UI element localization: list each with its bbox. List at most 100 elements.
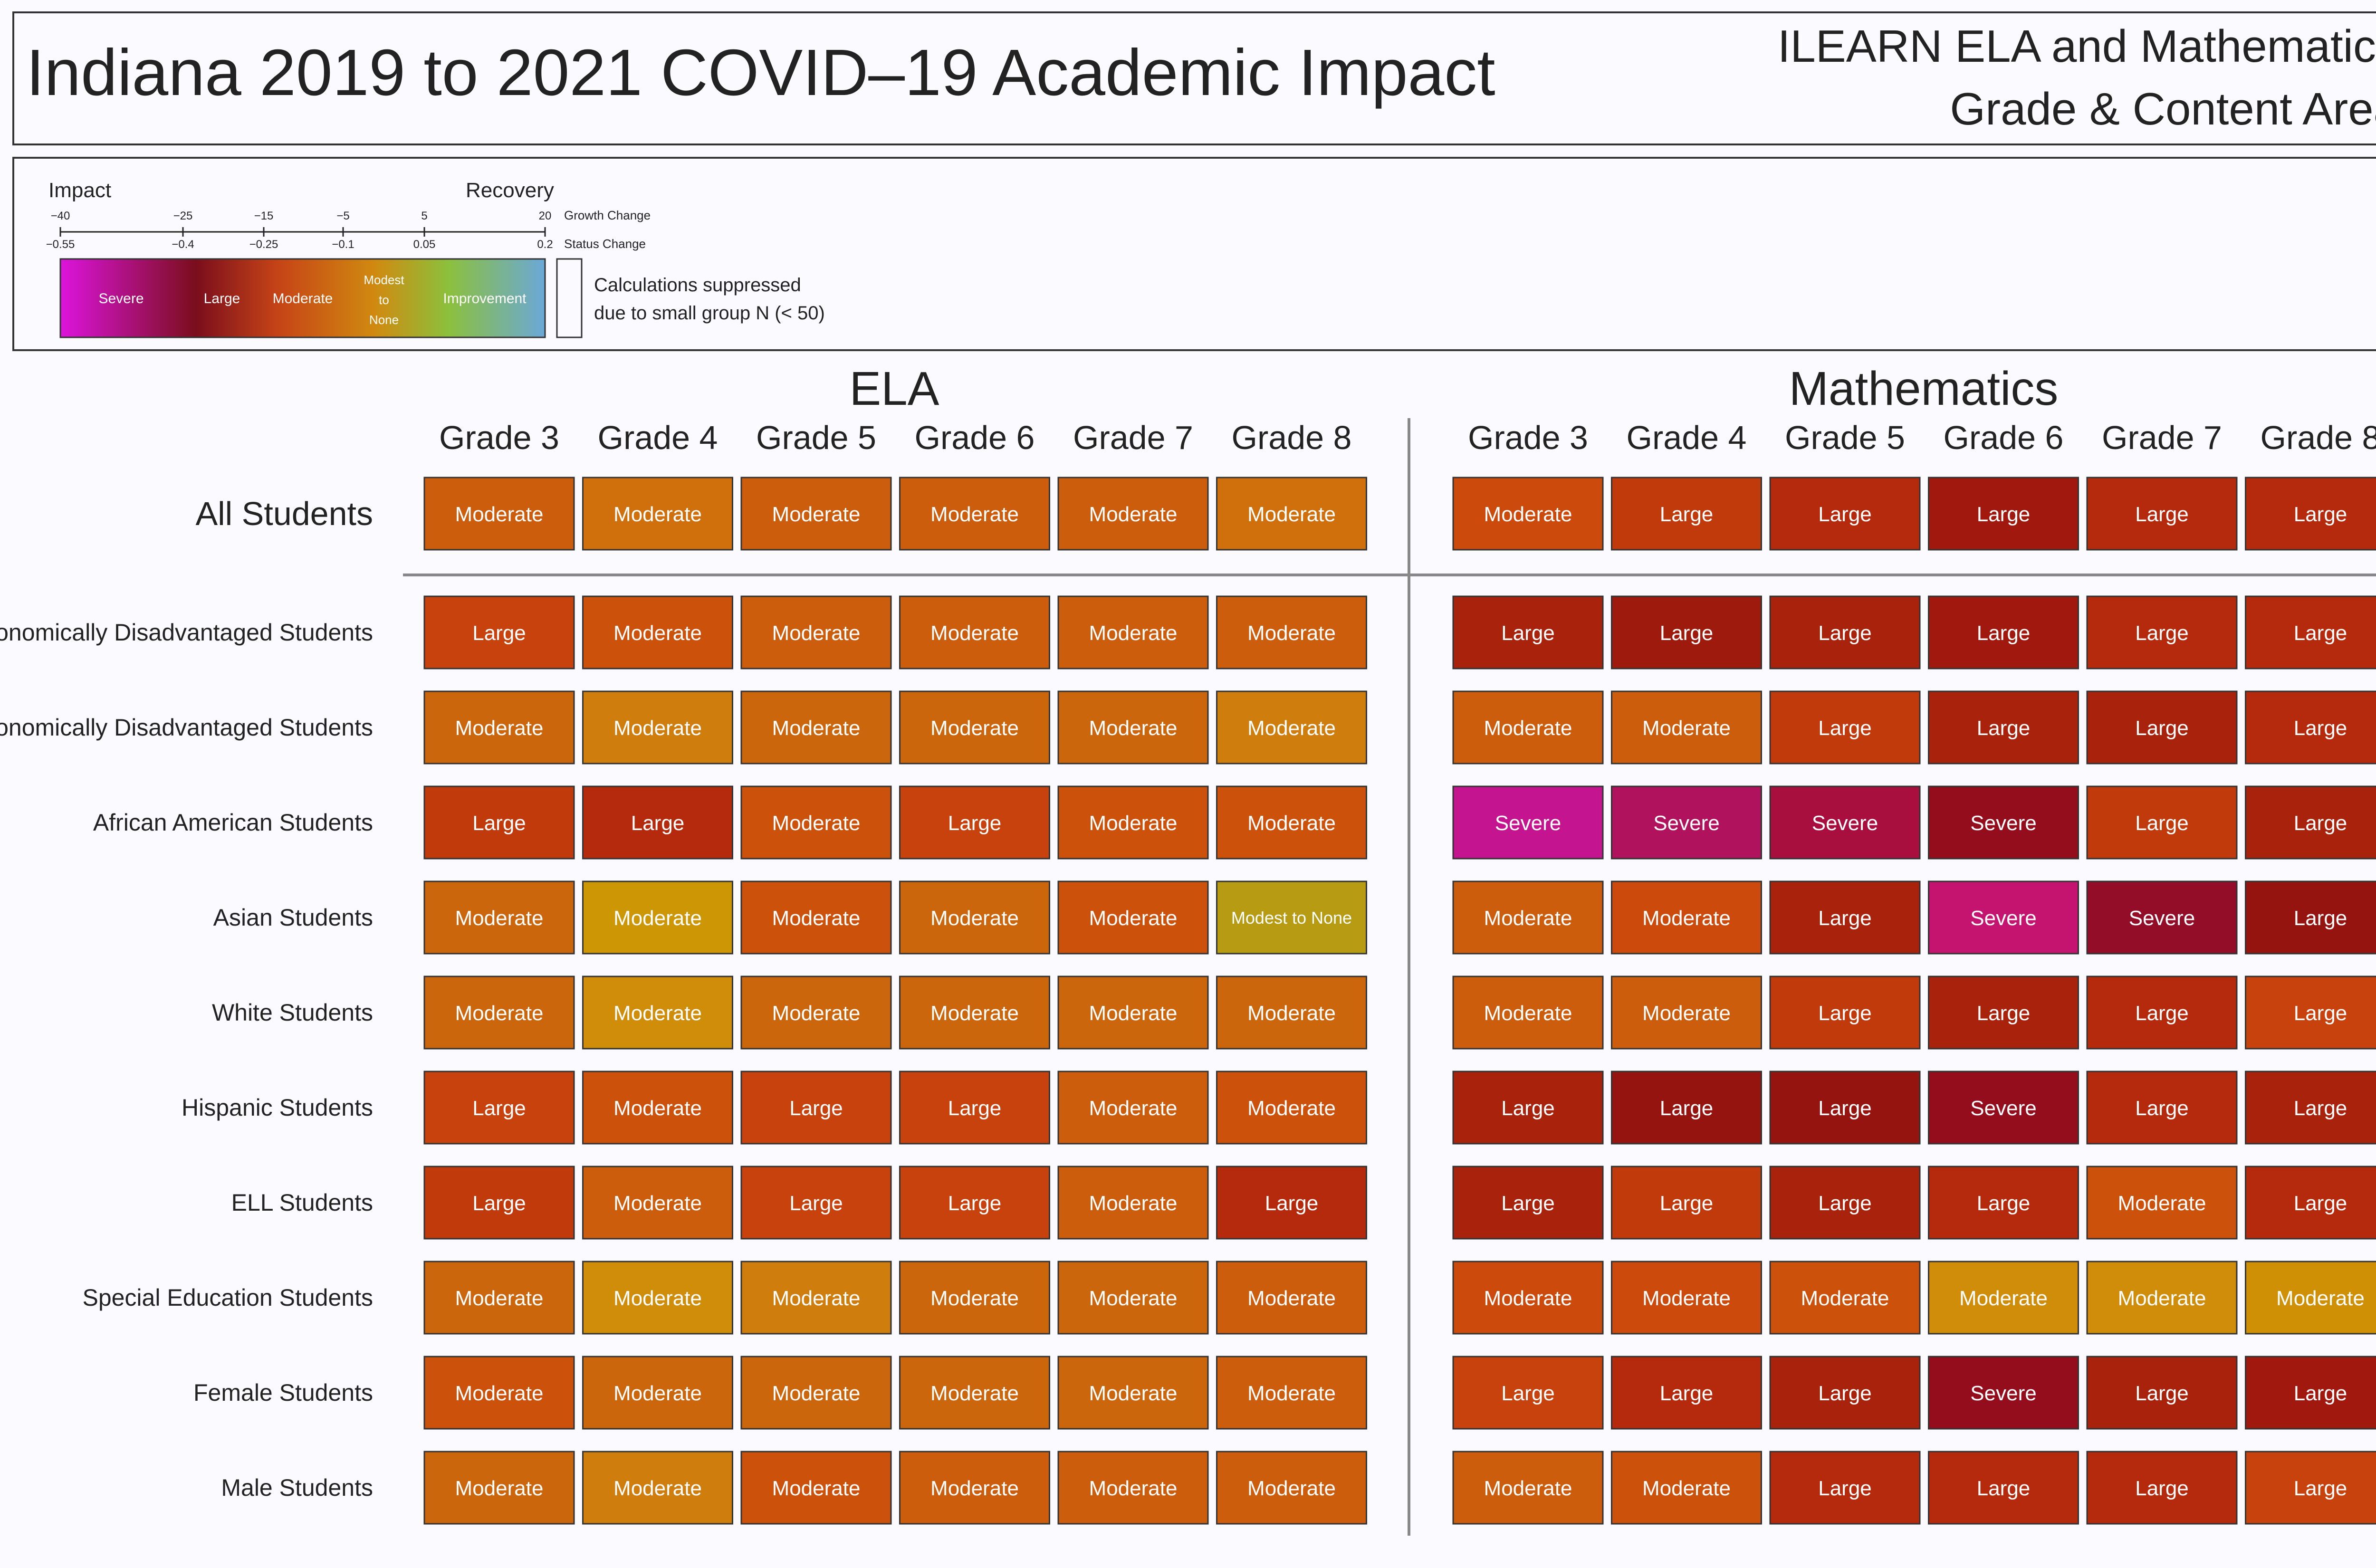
heatmap-cell-label: Moderate xyxy=(930,1287,1019,1310)
heatmap-cell-label: Moderate xyxy=(1089,1382,1178,1405)
heatmap-cell-label: Moderate xyxy=(1959,1287,2048,1310)
heatmap-cell xyxy=(1216,1166,1367,1240)
heatmap-cell xyxy=(582,1166,733,1240)
heatmap-cell xyxy=(1611,975,1762,1050)
heatmap-cell xyxy=(2086,1451,2238,1525)
heatmap-cell-label: Moderate xyxy=(772,1477,861,1500)
heatmap-cell xyxy=(1216,477,1367,551)
heatmap-cell xyxy=(1611,1451,1762,1525)
heatmap-cell-label: Moderate xyxy=(613,1382,702,1405)
row-label: Male Students xyxy=(221,1474,373,1501)
heatmap-cell xyxy=(2245,1261,2376,1335)
heatmap-cell xyxy=(1928,1261,2079,1335)
heatmap-cell-label: Moderate xyxy=(772,907,861,930)
heatmap-cell xyxy=(582,975,733,1050)
legend-status-tick-label: −0.55 xyxy=(46,238,75,251)
heatmap-cell xyxy=(740,975,892,1050)
heatmap-cell-label: Severe xyxy=(2129,907,2195,930)
heatmap-cell xyxy=(1452,690,1604,765)
heatmap-cell-label: Moderate xyxy=(1484,1477,1572,1500)
heatmap-cell xyxy=(899,1166,1050,1240)
heatmap-cell xyxy=(1769,690,1921,765)
grade-header: Grade 6 xyxy=(915,419,1035,456)
heatmap-cell xyxy=(2245,785,2376,860)
heatmap-cell xyxy=(1057,1451,1209,1525)
heatmap-cell xyxy=(1452,1261,1604,1335)
heatmap-cell xyxy=(2245,1071,2376,1145)
heatmap-cell-label: Large xyxy=(1977,1477,2031,1500)
heatmap-cell-label: Moderate xyxy=(2276,1287,2365,1310)
heatmap-cell xyxy=(423,477,575,551)
heatmap-cell xyxy=(1452,785,1604,860)
row-label: Asian Students xyxy=(213,904,373,931)
heatmap-cell-label: Moderate xyxy=(1089,812,1178,835)
heatmap-cell xyxy=(423,1451,575,1525)
heatmap-cell xyxy=(2245,975,2376,1050)
heatmap-cell-label: Large xyxy=(2135,717,2189,740)
heatmap-cell-label: Moderate xyxy=(1089,1287,1178,1310)
heatmap-cell-label: Moderate xyxy=(1089,1002,1178,1025)
heatmap-cell-label: Severe xyxy=(1812,812,1878,835)
heatmap-cell xyxy=(2245,1451,2376,1525)
heatmap-cell xyxy=(1057,595,1209,669)
heatmap-cell-label: Moderate xyxy=(930,503,1019,526)
page-subtitle-line2: Grade & Content Area xyxy=(1950,84,2376,134)
heatmap-cell xyxy=(1452,880,1604,955)
heatmap-cell xyxy=(582,690,733,765)
heatmap-cell-label: Moderate xyxy=(1089,907,1178,930)
heatmap-cell xyxy=(2245,690,2376,765)
heatmap-cell xyxy=(1769,1451,1921,1525)
heatmap-cell-label: Large xyxy=(1501,1382,1555,1405)
heatmap-cell xyxy=(1057,1166,1209,1240)
heatmap-cell-label: Large xyxy=(472,621,526,645)
heatmap-cell-label: Moderate xyxy=(1484,907,1572,930)
heatmap-cell xyxy=(1216,1356,1367,1430)
heatmap-cell-label: Severe xyxy=(1495,812,1561,835)
heatmap-cell-label: Large xyxy=(1265,1192,1319,1215)
heatmap-cell-label: Severe xyxy=(1970,1097,2036,1120)
heatmap-cell-label: Large xyxy=(2135,503,2189,526)
heatmap-cell xyxy=(2245,1356,2376,1430)
heatmap-cell-label: Moderate xyxy=(930,1382,1019,1405)
heatmap-cell-label: Moderate xyxy=(455,1002,544,1025)
heatmap-cell-label: Large xyxy=(2294,907,2347,930)
heatmap-cell-label: Large xyxy=(1977,621,2031,645)
heatmap-cell-label: Moderate xyxy=(930,621,1019,645)
heatmap-cell xyxy=(899,477,1050,551)
legend-improvement-label: Improvement xyxy=(443,291,527,306)
heatmap-cell xyxy=(1928,1071,2079,1145)
heatmap-cell xyxy=(1452,1071,1604,1145)
heatmap-cell-label: Moderate xyxy=(1089,621,1178,645)
heatmap-cell-label: Moderate xyxy=(772,1002,861,1025)
heatmap-cell xyxy=(582,1451,733,1525)
heatmap-cell xyxy=(582,1071,733,1145)
grade-header: Grade 4 xyxy=(598,419,718,456)
heatmap-cell-label: Large xyxy=(2294,1192,2347,1215)
heatmap-cell-label: Moderate xyxy=(772,1287,861,1310)
heatmap-cell xyxy=(423,690,575,765)
heatmap-cell-label: Large xyxy=(1660,621,1714,645)
heatmap-cell xyxy=(740,690,892,765)
heatmap-cell xyxy=(1928,1356,2079,1430)
heatmap-cell-label: Severe xyxy=(1970,812,2036,835)
heatmap-cell-label: Moderate xyxy=(455,503,544,526)
heatmap-cell xyxy=(423,975,575,1050)
heatmap-cell-label: Moderate xyxy=(1089,717,1178,740)
legend-severe-label: Severe xyxy=(98,291,144,306)
row-label: ELL Students xyxy=(231,1189,373,1216)
heatmap-cell-label: Moderate xyxy=(930,717,1019,740)
heatmap-cell-label: Moderate xyxy=(772,717,861,740)
heatmap-cell xyxy=(1769,1356,1921,1430)
legend-growth-tick-label: −40 xyxy=(51,210,70,222)
heatmap-cell-label: Moderate xyxy=(1089,1097,1178,1120)
heatmap-cell-label: Moderate xyxy=(1247,1287,1336,1310)
heatmap-cell xyxy=(1216,595,1367,669)
heatmap-cell xyxy=(2086,1261,2238,1335)
heatmap-cell-label: Large xyxy=(2294,1097,2347,1120)
heatmap-cell-label: Large xyxy=(1977,503,2031,526)
legend-growth-tick-label: 20 xyxy=(539,210,552,222)
row-label: onomically Disadvantaged Students xyxy=(0,714,373,741)
heatmap-cell-label: Moderate xyxy=(455,1382,544,1405)
heatmap-cell-label: Large xyxy=(1818,717,1872,740)
heatmap-cell-label: Moderate xyxy=(613,1097,702,1120)
